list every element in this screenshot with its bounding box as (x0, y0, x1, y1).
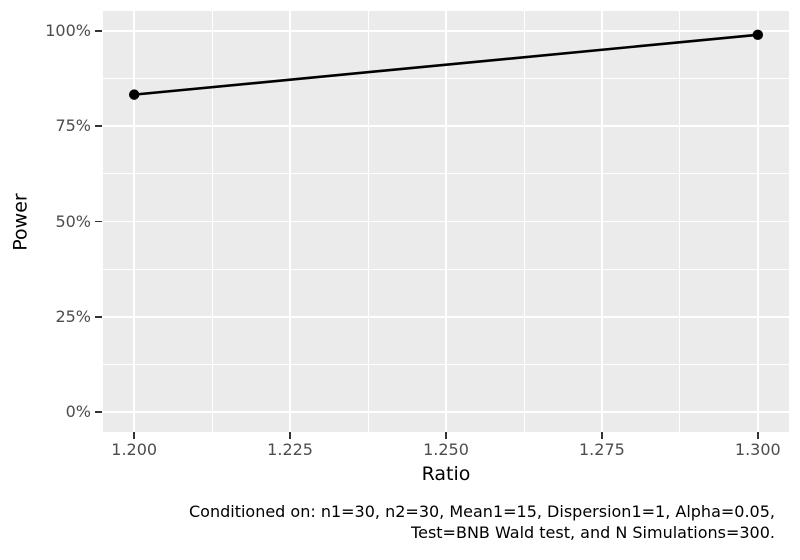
y-tick-mark (95, 30, 102, 32)
y-tick-mark (95, 125, 102, 128)
y-tick-label: 25% (55, 306, 91, 326)
y-tick-label: 100% (45, 21, 91, 40)
x-tick-mark (445, 432, 447, 439)
x-tick-mark (289, 432, 291, 439)
x-tick-label: 1.300 (734, 440, 781, 459)
y-tick-label: 0% (65, 401, 91, 421)
y-tick-mark (95, 411, 102, 413)
x-major-gridline (757, 11, 759, 432)
x-tick-mark (757, 432, 759, 439)
x-tick-mark (601, 432, 603, 439)
x-tick-mark (133, 432, 135, 439)
x-major-gridline (289, 11, 291, 432)
y-tick-mark (95, 220, 102, 223)
x-tick-label: 1.250 (423, 440, 469, 459)
caption-line-1: Conditioned on: n1=30, n2=30, Mean1=15, … (188, 502, 775, 521)
x-major-gridline (445, 11, 447, 432)
x-axis-title: Ratio (421, 463, 471, 485)
x-tick-label: 1.225 (267, 440, 313, 459)
x-tick-label: 1.275 (579, 440, 625, 459)
caption: Conditioned on: n1=30, n2=30, Mean1=15, … (189, 501, 775, 543)
x-major-gridline (601, 11, 603, 432)
x-tick-label: 1.200 (111, 440, 158, 459)
y-tick-mark (95, 315, 102, 318)
y-tick-label: 75% (55, 116, 91, 136)
y-tick-label: 50% (55, 211, 91, 231)
x-major-gridline (133, 11, 135, 432)
caption-line-2: Test=BNB Wald test, and N Simulations=30… (411, 523, 775, 542)
